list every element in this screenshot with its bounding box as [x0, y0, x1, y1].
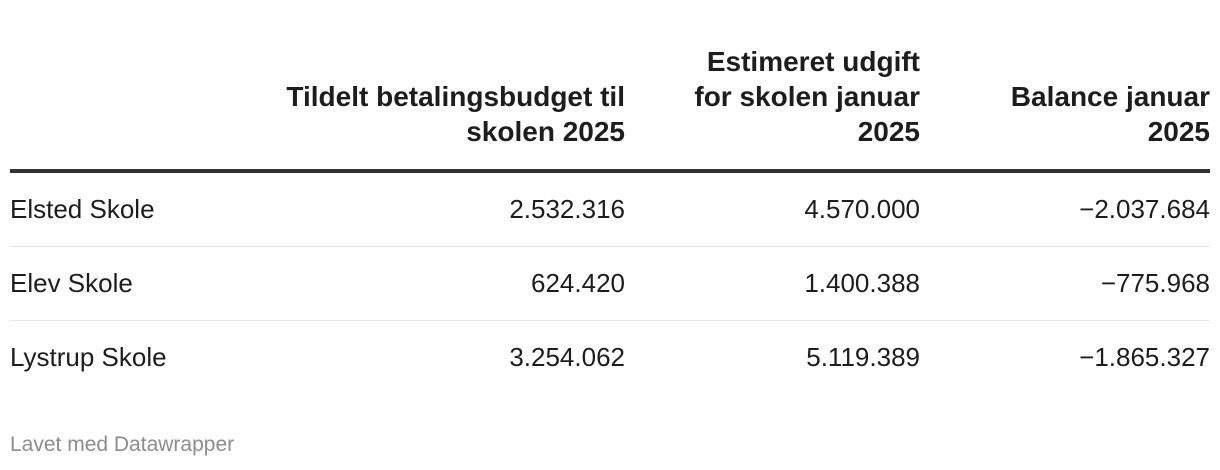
budget-cell: 3.254.062 [509, 342, 625, 372]
column-header-balance: Balance januar 2025 [920, 44, 1210, 173]
school-name-cell: Elev Skole [10, 246, 235, 321]
balance-cell: −775.968 [920, 246, 1210, 321]
table-row: Elsted Skole 2.532.316 4.570.000 −2.037.… [10, 171, 1210, 247]
datawrapper-credit[interactable]: Lavet med Datawrapper [10, 433, 235, 456]
balance-cell: −2.037.684 [920, 171, 1210, 247]
column-header-budget-label: Tildelt betalingsbudget til skolen 2025 [286, 81, 625, 147]
data-table: Tildelt betalingsbudget til skolen 2025 … [10, 44, 1210, 394]
header-row: Tildelt betalingsbudget til skolen 2025 … [10, 44, 1210, 173]
column-header-budget: Tildelt betalingsbudget til skolen 2025 [235, 44, 625, 173]
budget-cell: 2.532.316 [235, 171, 625, 247]
column-header-udgift: Estimeret udgift for skolen januar 2025 [625, 44, 920, 173]
budget-cell: 624.420 [235, 246, 625, 321]
column-header-balance-label: Balance januar 2025 [1010, 81, 1210, 147]
table-row: Lystrup Skole 3.254.062 5.119.389 −1.865… [10, 321, 1210, 395]
table-row: Elev Skole 624.420 1.400.388 −775.968 [10, 246, 1210, 321]
school-name-cell: Elsted Skole [10, 171, 235, 247]
udgift-cell: 5.119.389 [806, 342, 920, 372]
column-header-name [10, 44, 235, 173]
column-header-udgift-label: Estimeret udgift for skolen januar 2025 [694, 46, 920, 147]
udgift-cell: 1.400.388 [625, 246, 920, 321]
school-name-cell: Lystrup Skole [10, 342, 167, 372]
balance-cell: −1.865.327 [1079, 342, 1210, 372]
udgift-cell: 4.570.000 [625, 171, 920, 247]
table-header: Tildelt betalingsbudget til skolen 2025 … [10, 44, 1210, 173]
data-table-container: Tildelt betalingsbudget til skolen 2025 … [10, 44, 1210, 394]
table-body: Elsted Skole 2.532.316 4.570.000 −2.037.… [10, 171, 1210, 394]
